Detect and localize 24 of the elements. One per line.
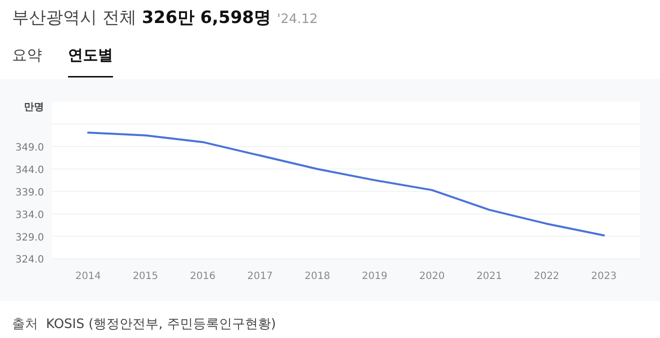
text: 요약 — [12, 46, 42, 64]
x-tick-label: 2015 — [132, 271, 158, 282]
chart-subtitle: '24.12 — [277, 12, 318, 27]
y-axis-title: 만명 — [24, 102, 44, 113]
text: KOSIS (행정안전부, 주민등록인구현황) — [46, 317, 276, 332]
y-tick-label: 344.0 — [15, 164, 44, 176]
x-tick-label: 2020 — [419, 271, 445, 282]
x-tick-label: 2023 — [591, 271, 617, 282]
y-tick-label: 339.0 — [15, 187, 44, 198]
y-tick-label: 349.0 — [15, 142, 44, 154]
x-tick-label: 2016 — [190, 271, 216, 282]
x-tick-label: 2018 — [304, 271, 330, 282]
chart-title: 부산광역시 전체 326만 6,598명 — [12, 8, 271, 28]
y-tick-label: 329.0 — [15, 232, 44, 244]
text: 연도별 — [68, 46, 113, 64]
x-tick-label: 2021 — [476, 271, 502, 282]
text: 출처 — [12, 317, 38, 332]
x-tick-label: 2022 — [534, 271, 560, 282]
y-tick-label: 334.0 — [15, 210, 44, 221]
x-tick-label: 2014 — [75, 271, 101, 282]
x-tick-label: 2019 — [362, 271, 388, 282]
line-series — [87, 132, 605, 236]
x-tick-label: 2017 — [247, 271, 273, 282]
y-tick-label: 324.0 — [15, 254, 44, 266]
